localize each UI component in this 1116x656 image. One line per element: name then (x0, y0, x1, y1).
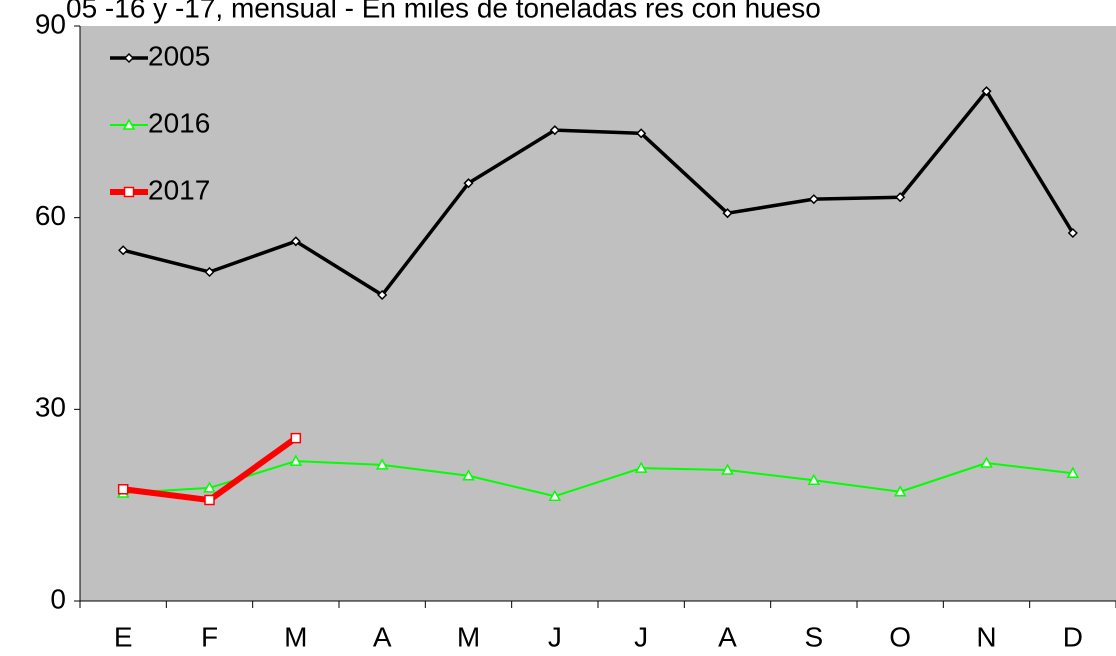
x-tick-label: M (457, 621, 480, 652)
data-point (375, 458, 389, 470)
data-point (1066, 466, 1080, 478)
series-line (122, 89, 1075, 297)
data-point (463, 178, 474, 189)
plot-area (80, 26, 1116, 601)
data-point (1067, 227, 1078, 239)
data-point (722, 208, 733, 219)
x-tick-label: N (976, 621, 996, 652)
data-point (290, 432, 302, 444)
x-tick-label: J (548, 621, 562, 652)
x-tick-label: A (373, 621, 392, 652)
y-tick-label: 60 (35, 200, 66, 231)
data-point (808, 194, 819, 205)
data-point (118, 245, 129, 256)
legend-label: 2016 (148, 107, 210, 138)
series-line (123, 460, 1073, 498)
data-point (807, 473, 821, 485)
y-tick-label: 90 (35, 8, 66, 39)
data-point (548, 489, 562, 501)
y-tick-label: 0 (50, 583, 66, 614)
legend-label: 2005 (148, 40, 210, 71)
data-point (203, 481, 216, 493)
x-tick-label: E (114, 621, 133, 652)
chart-title: 05 -16 y -17, mensual - En miles de tone… (66, 0, 821, 23)
data-point (117, 483, 129, 495)
data-point (980, 456, 993, 468)
data-point (289, 454, 303, 466)
data-point (634, 461, 648, 473)
legend-marker (123, 186, 135, 198)
x-tick-label: M (284, 621, 307, 652)
x-tick-label: D (1063, 621, 1083, 652)
data-point (377, 289, 388, 301)
data-point (204, 266, 215, 278)
data-point (462, 469, 475, 481)
data-point (981, 86, 992, 97)
legend-label: 2017 (148, 174, 210, 205)
x-tick-label: J (634, 621, 648, 652)
x-tick-label: S (804, 621, 823, 652)
x-tick-label: O (889, 621, 911, 652)
data-point (721, 463, 734, 475)
legend-marker (122, 118, 136, 130)
data-point (549, 125, 560, 136)
y-tick-label: 30 (35, 392, 66, 423)
data-point (204, 494, 215, 506)
legend-marker (123, 52, 135, 64)
x-tick-label: A (718, 621, 737, 652)
data-point (893, 485, 907, 497)
data-point (290, 236, 301, 247)
x-tick-label: F (201, 621, 218, 652)
data-point (636, 128, 647, 139)
data-point (895, 192, 906, 203)
